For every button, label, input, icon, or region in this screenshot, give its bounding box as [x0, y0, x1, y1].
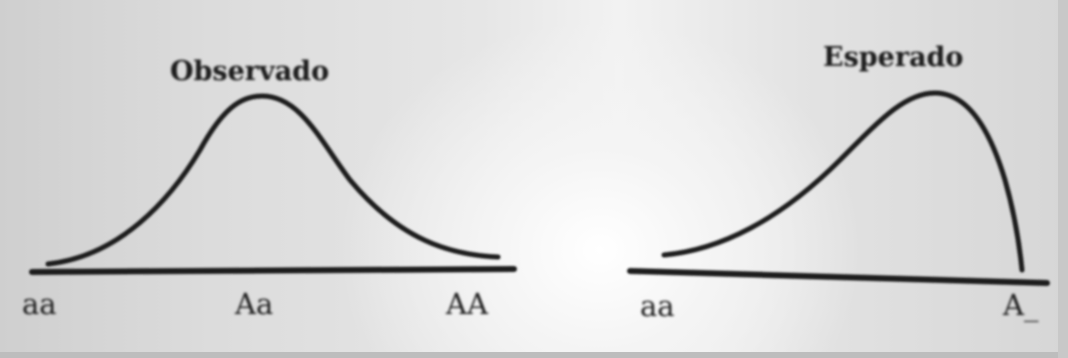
left-plot-title: Observado	[170, 56, 330, 87]
photo-border-bottom	[0, 352, 1068, 358]
right-tick-aa: aa	[640, 289, 675, 323]
right-expected-curve	[661, 90, 1025, 273]
left-observed-curve	[45, 93, 501, 267]
photo-border-right	[1058, 0, 1068, 358]
left-tick-Aa: Aa	[235, 287, 274, 321]
left-baseline	[29, 266, 517, 275]
left-tick-aa: aa	[22, 287, 57, 321]
right-plot-title: Esperado	[823, 42, 964, 73]
right-baseline	[627, 268, 1050, 286]
right-tick-A_: A_	[1003, 288, 1039, 322]
left-tick-AA: AA	[446, 287, 488, 321]
